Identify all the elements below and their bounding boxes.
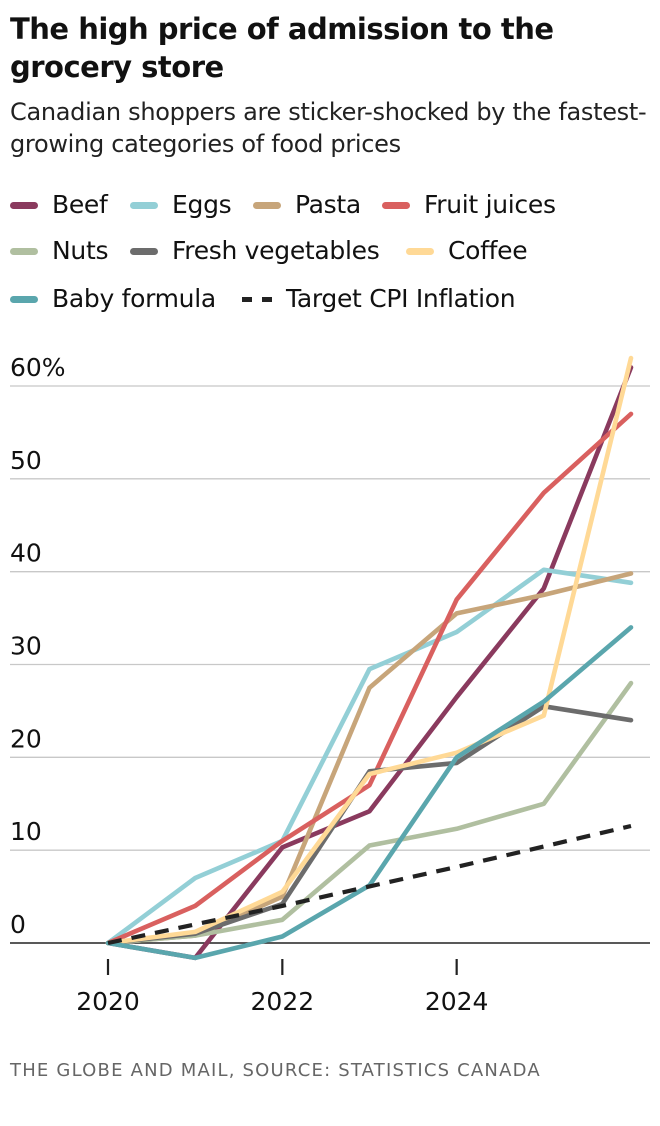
legend-item-baby-formula: Baby formula	[10, 284, 216, 314]
legend-swatch-fresh-vegetables	[130, 247, 158, 255]
legend-swatch-baby-formula	[10, 295, 38, 303]
x-tick-label-2020: 2020	[76, 987, 140, 1016]
chart-title: The high price of admission to the groce…	[10, 12, 554, 84]
y-tick-label-10: 10	[10, 817, 42, 846]
legend-label-eggs: Eggs	[172, 190, 232, 219]
legend-swatch-target-cpi-inflation	[242, 296, 272, 302]
x-tick-label-2022: 2022	[251, 987, 315, 1016]
legend-label-nuts: Nuts	[52, 236, 109, 265]
source-credit: THE GLOBE AND MAIL, SOURCE: STATISTICS C…	[10, 1060, 541, 1081]
legend-swatch-beef	[10, 201, 38, 209]
series-line-eggs	[105, 567, 634, 946]
legend-item-pasta: Pasta	[253, 190, 361, 220]
legend-label-beef: Beef	[52, 190, 108, 219]
legend-label-coffee: Coffee	[448, 236, 528, 265]
series-line-coffee	[105, 355, 634, 946]
y-tick-label-40: 40	[10, 539, 42, 568]
y-tick-label-30: 30	[10, 632, 42, 661]
legend-swatch-fruit-juices	[382, 201, 410, 209]
legend-item-coffee: Coffee	[406, 236, 528, 266]
y-tick-label-50: 50	[10, 446, 42, 475]
legend-label-baby-formula: Baby formula	[52, 284, 216, 313]
series-line-fruit-juices	[105, 411, 634, 946]
legend-item-fruit-juices: Fruit juices	[382, 190, 556, 220]
legend-swatch-pasta	[253, 201, 281, 209]
series-line-target-cpi-inflation	[107, 823, 632, 946]
legend-item-fresh-vegetables: Fresh vegetables	[130, 236, 380, 266]
legend-swatch-coffee	[406, 247, 434, 255]
legend-item-nuts: Nuts	[10, 236, 108, 266]
y-tick-label-60: 60%	[10, 353, 66, 382]
legend-swatch-nuts	[10, 247, 38, 255]
line-chart: 0 10 20 30 40 50 60% 2020 2022 2024	[10, 353, 650, 1016]
series-line-beef	[105, 365, 634, 961]
legend-item-beef: Beef	[10, 190, 108, 220]
y-tick-label-0: 0	[10, 910, 26, 939]
legend-item-target-cpi-inflation: Target CPI Inflation	[242, 284, 516, 314]
y-tick-label-20: 20	[10, 724, 42, 753]
legend-label-fruit-juices: Fruit juices	[424, 190, 556, 219]
legend-label-pasta: Pasta	[295, 190, 361, 219]
legend-label-target-cpi-inflation: Target CPI Inflation	[286, 284, 516, 313]
chart-subtitle: Canadian shoppers are sticker-shocked by…	[10, 98, 647, 158]
legend-item-eggs: Eggs	[130, 190, 232, 220]
legend-swatch-eggs	[130, 201, 158, 209]
legend-label-fresh-vegetables: Fresh vegetables	[172, 236, 380, 265]
x-tick-label-2024: 2024	[425, 987, 489, 1016]
